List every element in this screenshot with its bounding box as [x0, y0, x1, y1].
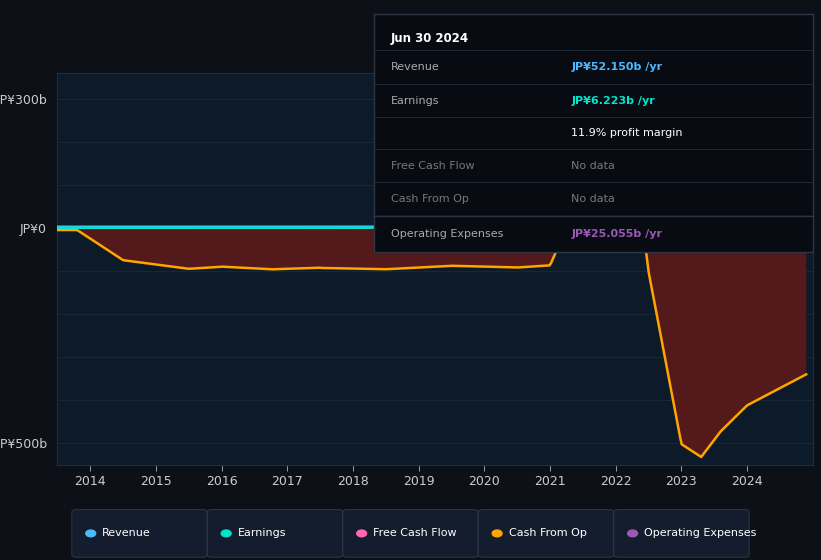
Text: No data: No data — [571, 161, 615, 171]
Text: Cash From Op: Cash From Op — [509, 529, 586, 538]
Text: Cash From Op: Cash From Op — [391, 194, 469, 204]
Text: JP¥52.150b /yr: JP¥52.150b /yr — [571, 62, 663, 72]
Text: Free Cash Flow: Free Cash Flow — [391, 161, 475, 171]
Text: 11.9% profit margin: 11.9% profit margin — [571, 128, 683, 138]
Text: Free Cash Flow: Free Cash Flow — [373, 529, 456, 538]
Text: JP¥6.223b /yr: JP¥6.223b /yr — [571, 96, 655, 106]
Text: Jun 30 2024: Jun 30 2024 — [391, 32, 470, 45]
Text: Earnings: Earnings — [238, 529, 287, 538]
Text: JP¥25.055b /yr: JP¥25.055b /yr — [571, 229, 663, 239]
Text: Revenue: Revenue — [391, 62, 440, 72]
Text: Operating Expenses: Operating Expenses — [644, 529, 756, 538]
Text: No data: No data — [571, 194, 615, 204]
Text: Revenue: Revenue — [102, 529, 151, 538]
Text: Earnings: Earnings — [391, 96, 439, 106]
Text: Operating Expenses: Operating Expenses — [391, 229, 503, 239]
